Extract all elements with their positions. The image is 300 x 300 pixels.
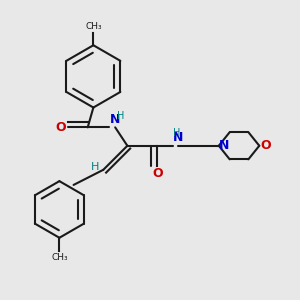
Text: N: N [219,139,230,152]
Text: O: O [260,139,271,152]
Text: H: H [117,111,124,121]
Text: N: N [110,113,120,126]
Text: O: O [56,121,67,134]
Text: CH₃: CH₃ [85,22,102,31]
Text: H: H [173,128,181,138]
Text: O: O [153,167,164,180]
Text: N: N [173,131,184,144]
Text: H: H [91,162,99,172]
Text: CH₃: CH₃ [51,253,68,262]
